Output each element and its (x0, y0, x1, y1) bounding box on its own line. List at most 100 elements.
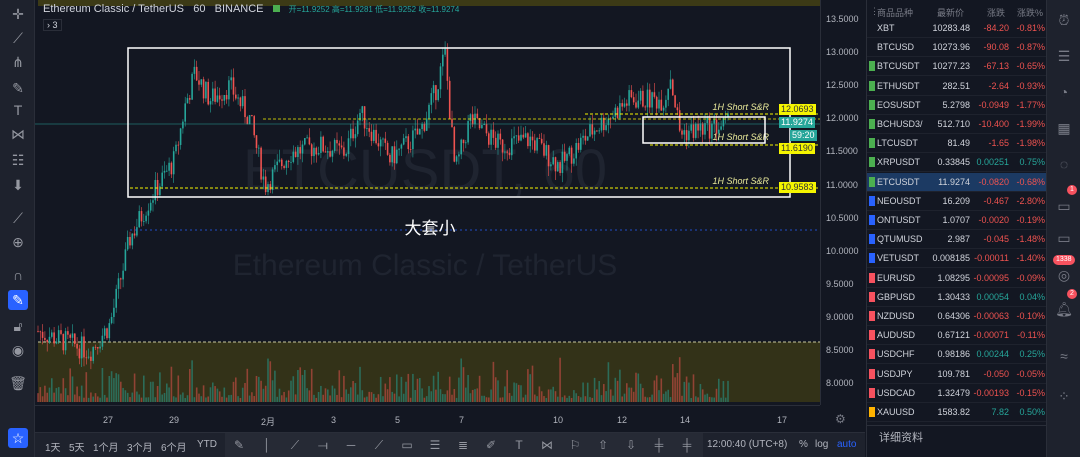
streams-icon[interactable]: ◎ (1057, 267, 1071, 283)
crosshair-icon[interactable]: ✛ (12, 6, 24, 22)
data-window-icon[interactable]: ⁘ (1058, 388, 1070, 404)
arrow-down-icon[interactable]: ⬇ (12, 177, 24, 193)
range-ytd[interactable]: YTD (197, 439, 217, 450)
flag-icon[interactable] (869, 119, 875, 129)
magnet-icon[interactable]: ∩ (12, 267, 24, 283)
log-toggle[interactable]: log (815, 439, 829, 450)
watchlist-row[interactable]: VETUSDT 0.008185 -0.00011 -1.40% (867, 249, 1047, 269)
watchlist-row[interactable]: LTCUSDT 81.49 -1.65 -1.98% (867, 134, 1047, 154)
pattern-icon[interactable]: ⋈ (541, 438, 553, 452)
trading-icon[interactable]: ≈ (1060, 348, 1068, 364)
ray-icon[interactable]: ⟋ (374, 438, 384, 452)
flag-icon[interactable] (869, 80, 875, 91)
time-axis[interactable]: 27 29 2月 3 5 7 10 12 14 17 ⚙ (35, 405, 846, 432)
flag-icon[interactable] (869, 368, 875, 379)
indicators-toggle[interactable]: › 3 (43, 19, 62, 31)
flag-icon[interactable] (272, 5, 280, 12)
alarm-clock-icon[interactable]: ⏰︎ (1058, 12, 1070, 28)
col-last[interactable]: 最新价 (937, 8, 965, 18)
watchlist-row[interactable]: NEOUSDT 16.209 -0.467 -2.80% (867, 192, 1047, 211)
trend-line-icon[interactable]: ⟋ (13, 30, 23, 46)
small-range-rectangle[interactable] (642, 116, 766, 144)
watchlist-icon[interactable]: ☰ (1057, 48, 1071, 64)
fib-icon[interactable]: ≣ (457, 438, 469, 452)
chart-pane[interactable]: ETCUSDT, 60 Ethereum Classic / TetherUS … (35, 0, 820, 405)
parallel-channel-icon[interactable]: ☰ (429, 438, 441, 452)
pen-icon[interactable]: ✐ (485, 438, 497, 452)
eye-icon[interactable]: ◉ (11, 342, 25, 358)
flag-icon[interactable] (869, 138, 875, 149)
col-change-pct[interactable]: 涨跌% (1017, 8, 1044, 18)
lock-icon[interactable]: 🔓︎ (13, 318, 23, 334)
chat-icon[interactable]: ▭ (1057, 198, 1071, 214)
trend-line-icon[interactable]: ⟋ (290, 438, 300, 452)
annotation-text[interactable]: 大套小 (405, 219, 456, 238)
chart-canvas[interactable]: ETCUSDT, 60 Ethereum Classic / TetherUS … (35, 0, 820, 405)
col-symbol[interactable]: 商品品种 (877, 8, 914, 18)
horizontal-ray-icon[interactable]: ⟞ (318, 438, 328, 452)
zoom-in-icon[interactable]: ⊕ (12, 234, 24, 250)
brush-icon[interactable]: ✎ (233, 438, 245, 452)
watchlist-row[interactable]: AUDUSD 0.67121 -0.00071 -0.11% (867, 326, 1047, 346)
clock[interactable]: 12:00:40 (UTC+8) (707, 439, 788, 450)
range-5d[interactable]: 5天 (69, 443, 85, 454)
ruler-icon[interactable]: ⟋ (13, 210, 23, 226)
vertical-line-icon[interactable]: │ (263, 438, 271, 452)
ideas-bulb-icon[interactable]: ◌ (1059, 156, 1069, 172)
flag-icon[interactable] (869, 330, 875, 341)
price-axis[interactable]: 13.5000 13.0000 12.5000 12.0000 11.5000 11.00… (820, 0, 865, 405)
watchlist-row[interactable]: ONTUSDT 1.0707 -0.0020 -0.19% (867, 211, 1047, 230)
flag-icon[interactable] (869, 387, 875, 398)
watchlist-row[interactable]: QTUMUSD 2.987 -0.045 -1.48% (867, 230, 1047, 250)
flag-icon[interactable] (869, 157, 875, 168)
prediction-icon[interactable]: ☷ (11, 152, 25, 168)
arrow-down-icon[interactable]: ⇩ (625, 438, 637, 452)
notifications-bell-icon[interactable]: 🔔︎ (1055, 301, 1073, 317)
symbol-name[interactable]: Ethereum Classic / TetherUS (43, 3, 185, 15)
watchlist-row[interactable]: EURUSD 1.08295 -0.00095 -0.09% (867, 269, 1047, 288)
watchlist-row[interactable]: EOSUSDT 5.2798 -0.0949 -1.77% (867, 96, 1047, 115)
watchlist-row[interactable]: XRPUSDT 0.33845 0.00251 0.75% (867, 153, 1047, 173)
flag-icon[interactable] (869, 253, 875, 264)
range-1d[interactable]: 1天 (45, 443, 61, 454)
watchlist-row[interactable]: NZDUSD 0.64306 -0.00063 -0.10% (867, 307, 1047, 326)
watchlist-row[interactable]: USDJPY 109.781 -0.050 -0.05% (867, 365, 1047, 384)
flag-icon[interactable] (869, 291, 875, 302)
settings-gear-icon[interactable]: ⚙ (835, 412, 846, 426)
flag-icon[interactable] (869, 61, 875, 72)
range-6m[interactable]: 6个月 (161, 443, 187, 454)
rectangle-icon[interactable]: ▭ (401, 438, 413, 452)
flag-icon[interactable] (869, 349, 875, 360)
watchlist-menu-icon[interactable]: ⋮ (870, 6, 879, 16)
percent-toggle[interactable]: % (799, 439, 808, 450)
trash-icon[interactable]: 🗑︎ (9, 375, 27, 391)
fib-tool-icon[interactable]: ⋔ (12, 54, 24, 70)
flag-icon[interactable] (869, 215, 875, 225)
brush-icon[interactable]: ✎ (12, 80, 24, 96)
watchlist-row[interactable]: ETCUSDT 11.9274 -0.0820 -0.68% (867, 172, 1047, 192)
horizontal-line-icon[interactable]: ─ (346, 438, 356, 452)
interval[interactable]: 60 (193, 3, 206, 15)
watchlist-row[interactable]: BTCUSD 10273.96 -90.08 -0.87% (867, 38, 1047, 58)
short-position-icon[interactable]: ╪ (682, 438, 692, 452)
watchlist-row[interactable]: BTCUSDT 10277.23 -67.13 -0.65% (867, 57, 1047, 77)
watchlist-row[interactable]: XBT 10283.48 -84.20 -0.81% (867, 19, 1047, 38)
lock-drawing-icon[interactable]: ✎ (8, 290, 28, 310)
watchlist-row[interactable]: USDCHF 0.98186 0.00244 0.25% (867, 345, 1047, 365)
range-3m[interactable]: 3个月 (127, 443, 153, 454)
watchlist-row[interactable]: GBPUSD 1.30433 0.00054 0.04% (867, 288, 1047, 307)
long-position-icon[interactable]: ╪ (654, 438, 664, 452)
col-change[interactable]: 涨跌 (987, 8, 1006, 18)
flag-tool-icon[interactable]: ⚐ (569, 438, 581, 452)
flag-icon[interactable] (869, 234, 875, 245)
flag-icon[interactable] (869, 99, 875, 110)
pattern-icon[interactable]: ⋈ (11, 126, 25, 142)
flag-icon[interactable] (869, 176, 875, 187)
text-icon[interactable]: T (515, 438, 523, 452)
arrow-up-icon[interactable]: ⇧ (597, 438, 609, 452)
flag-icon[interactable] (869, 311, 875, 321)
chat-rooms-icon[interactable]: ▭ (1057, 230, 1071, 246)
details-panel-header[interactable]: 详细资料 (867, 425, 1047, 447)
range-1m[interactable]: 1个月 (93, 443, 119, 454)
watchlist-row[interactable]: USDCAD 1.32479 -0.00193 -0.15% (867, 384, 1047, 403)
